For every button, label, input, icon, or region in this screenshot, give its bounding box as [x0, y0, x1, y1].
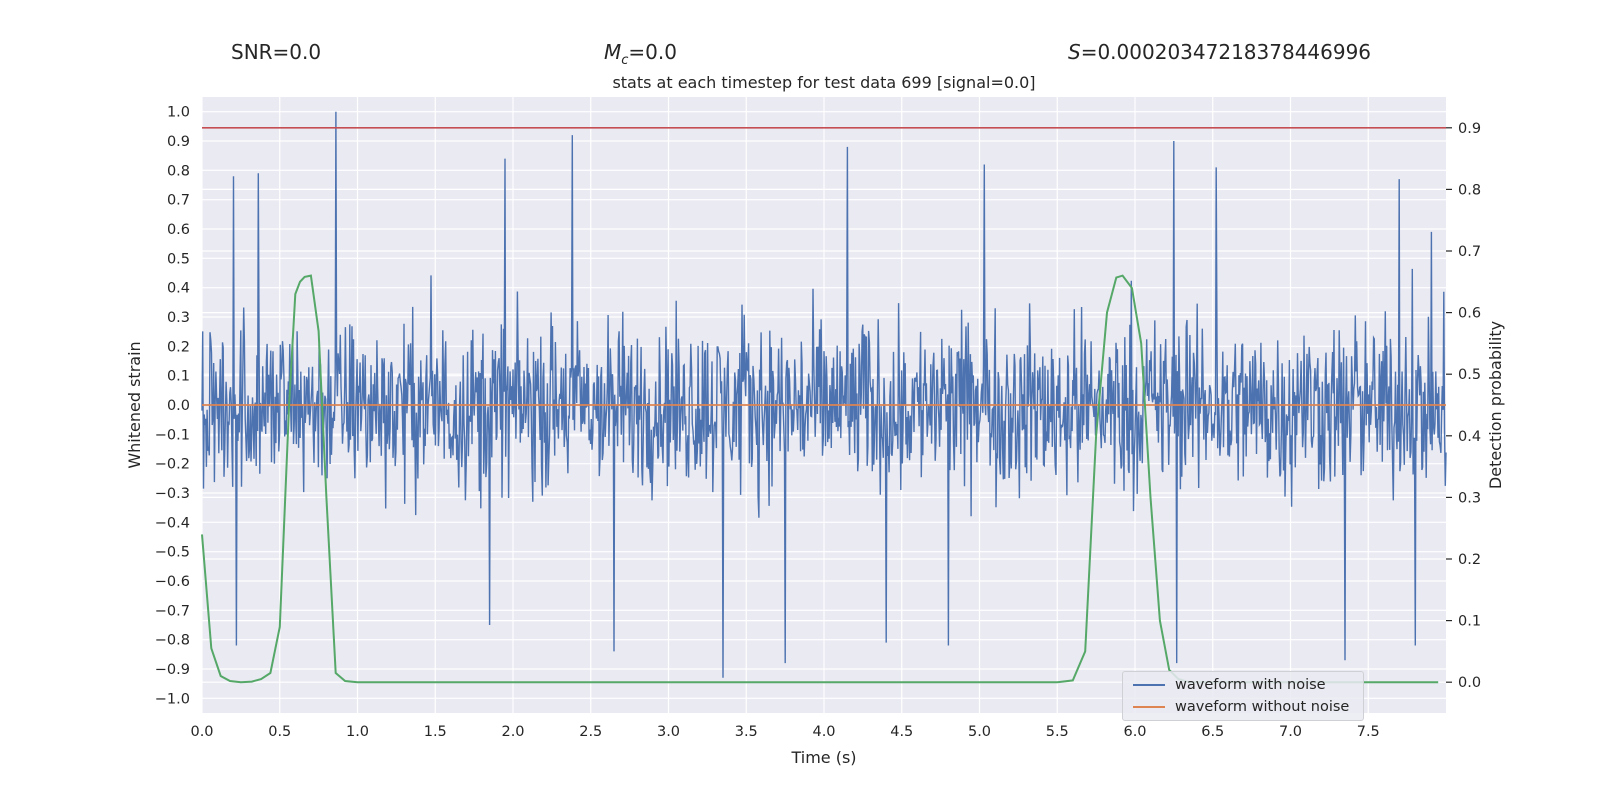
grid: [201, 97, 1446, 713]
x-tick-2.5: 2.5: [579, 724, 602, 740]
left-tick-0.1: 0.1: [167, 369, 190, 385]
x-tick-1.5: 1.5: [424, 724, 447, 740]
s-symbol: S: [1068, 40, 1081, 64]
x-ticks: 0.0 0.5 1.0 1.5 2.0 2.5 3.0 3.5 4.0 4.5 5.0 5.5 6.0 6…: [190, 724, 1379, 740]
legend-item-noise: waveform with noise: [1123, 674, 1326, 696]
x-tick-3.5: 3.5: [735, 724, 758, 740]
probability-trace: [201, 274, 1439, 684]
x-axis-label: Time (s): [790, 748, 856, 767]
series-detection-probability: [201, 274, 1439, 684]
legend-swatch-noise: [1133, 684, 1165, 686]
x-tick-7: 7.0: [1279, 724, 1302, 740]
x-tick-0.5: 0.5: [268, 724, 291, 740]
right-ticks: 0.0 0.1 0.2 0.3 0.4 0.5 0.6 0.7 0.8 0.9: [1446, 121, 1481, 691]
left-tick--0.5: −0.5: [155, 545, 190, 561]
x-tick-6: 6.0: [1123, 724, 1146, 740]
series-waveform-with-noise: [201, 111, 1447, 678]
legend: waveform with noise waveform without noi…: [1122, 671, 1364, 721]
legend-label-noise: waveform with noise: [1175, 677, 1326, 693]
left-tick-0.2: 0.2: [167, 339, 190, 355]
x-tick-3: 3.0: [657, 724, 680, 740]
left-tick--0.6: −0.6: [155, 574, 190, 590]
x-tick-5.5: 5.5: [1046, 724, 1069, 740]
mc-symbol: M: [604, 40, 622, 64]
left-tick-0.9: 0.9: [167, 134, 190, 150]
right-tick-0.2: 0.2: [1458, 552, 1481, 568]
left-tick--0.7: −0.7: [155, 603, 190, 619]
right-tick-0.8: 0.8: [1458, 182, 1481, 198]
mc-subscript: c: [621, 53, 629, 68]
right-tick-0.1: 0.1: [1458, 614, 1481, 630]
right-tick-0.9: 0.9: [1458, 121, 1481, 137]
x-tick-6.5: 6.5: [1201, 724, 1224, 740]
s-statistic-label: S=0.00020347218378446996: [1068, 40, 1371, 64]
x-tick-4: 4.0: [812, 724, 835, 740]
left-tick-0.8: 0.8: [167, 163, 190, 179]
legend-swatch-clean: [1133, 706, 1165, 708]
right-tick-0.5: 0.5: [1458, 367, 1481, 383]
x-tick-2: 2.0: [501, 724, 524, 740]
left-tick--0.3: −0.3: [155, 486, 190, 502]
y-axis-label-left: Whitened strain: [125, 341, 144, 468]
left-tick--0.9: −0.9: [155, 662, 190, 678]
left-tick--0.1: −0.1: [155, 427, 190, 443]
x-tick-7.5: 7.5: [1357, 724, 1380, 740]
left-tick-1: 1.0: [167, 105, 190, 121]
right-tick-0.4: 0.4: [1458, 429, 1481, 445]
snr-value: SNR=0.0: [231, 40, 322, 64]
legend-label-clean: waveform without noise: [1175, 699, 1350, 715]
chirp-mass-label: Mc=0.0: [604, 40, 677, 68]
left-tick--1: −1.0: [155, 691, 190, 707]
x-tick-0: 0.0: [190, 724, 213, 740]
right-tick-0.3: 0.3: [1458, 490, 1481, 506]
left-ticks: −1.0 −0.9 −0.8 −0.7 −0.6 −0.5 −0.4 −0.3 −0.2 −0.1…: [155, 105, 190, 708]
s-value: =0.00020347218378446996: [1080, 40, 1372, 64]
left-tick--0.8: −0.8: [155, 633, 190, 649]
right-tick-0.7: 0.7: [1458, 244, 1481, 260]
left-tick--0.2: −0.2: [155, 457, 190, 473]
right-tick-0.6: 0.6: [1458, 306, 1481, 322]
legend-item-clean: waveform without noise: [1123, 696, 1349, 718]
chart-title: stats at each timestep for test data 699…: [612, 73, 1035, 92]
x-tick-1: 1.0: [346, 724, 369, 740]
right-tick-0: 0.0: [1458, 675, 1481, 691]
x-tick-4.5: 4.5: [890, 724, 913, 740]
left-tick-0.5: 0.5: [167, 251, 190, 267]
left-tick-0.6: 0.6: [167, 222, 190, 238]
mc-value: =0.0: [628, 40, 677, 64]
left-tick--0.4: −0.4: [155, 515, 190, 531]
snr-label: SNR=0.0: [231, 40, 321, 64]
noise-trace: [201, 111, 1447, 678]
left-tick-0: 0.0: [167, 398, 190, 414]
left-tick-0.7: 0.7: [167, 193, 190, 209]
x-tick-5: 5.0: [968, 724, 991, 740]
left-tick-0.3: 0.3: [167, 310, 190, 326]
left-tick-0.4: 0.4: [167, 281, 190, 297]
y-axis-label-right: Detection probability: [1486, 321, 1505, 489]
